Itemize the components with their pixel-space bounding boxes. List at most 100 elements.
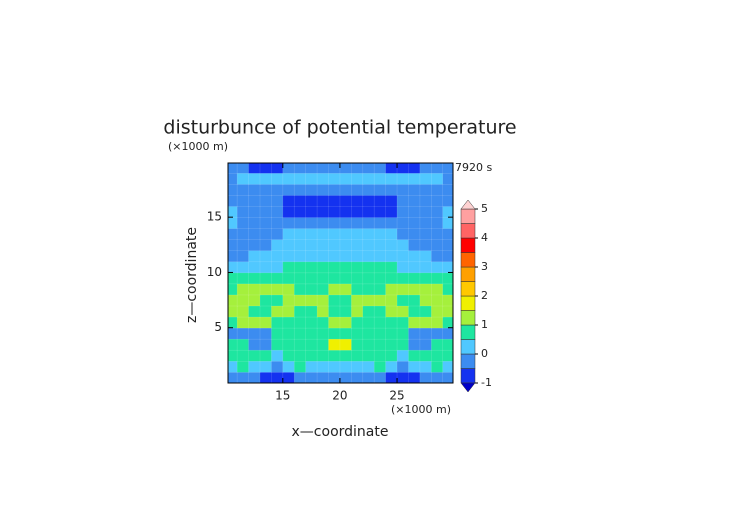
contour-cell <box>339 316 353 329</box>
colorbar-tick-label: -1 <box>481 376 492 389</box>
contour-cell <box>293 360 307 373</box>
contour-cell <box>248 349 261 362</box>
contour-cell <box>282 238 295 252</box>
contour-cell <box>248 316 261 329</box>
contour-cell <box>362 283 375 296</box>
contour-cell <box>339 283 353 296</box>
contour-cell <box>271 227 284 240</box>
contour-cell <box>271 371 284 383</box>
contour-cell <box>282 163 295 174</box>
contour-cell <box>248 261 261 274</box>
contour-cell <box>419 338 432 351</box>
plot-frame <box>227 162 454 384</box>
contour-cell <box>351 316 364 329</box>
contour-cell <box>339 371 353 383</box>
x-unit: (×1000 m) <box>391 403 451 416</box>
contour-cell <box>351 216 364 229</box>
contour-cell <box>259 183 273 196</box>
contour-cell <box>293 250 307 263</box>
contour-cell <box>362 205 375 218</box>
contour-cell <box>328 250 341 263</box>
colorbar-tick-label: 2 <box>481 289 488 302</box>
contour-cell <box>351 327 364 340</box>
contour-cell <box>316 205 330 218</box>
contour-cell <box>259 272 273 285</box>
contour-cell <box>271 327 284 340</box>
contour-cell <box>305 294 318 307</box>
contour-cell <box>373 238 387 252</box>
contour-cell <box>316 194 330 207</box>
contour-cell <box>293 349 307 362</box>
contour-cell <box>236 227 250 240</box>
contour-cell <box>328 327 341 340</box>
contour-cell <box>293 371 307 383</box>
contour-cell <box>430 305 444 318</box>
contour-cell <box>259 338 273 351</box>
contour-cell <box>228 227 238 240</box>
contour-cell <box>316 216 330 229</box>
contour-cell <box>351 360 364 373</box>
time-label: 7920 s <box>455 161 492 174</box>
contour-cell <box>228 294 238 307</box>
contour-cell <box>259 238 273 252</box>
contour-cell <box>328 283 341 296</box>
contour-cell <box>259 261 273 274</box>
contour-cell <box>419 227 432 240</box>
contour-cell <box>282 183 295 196</box>
contour-cell <box>408 216 421 229</box>
contour-cell <box>373 305 387 318</box>
contour-cell <box>430 261 444 274</box>
contour-cell <box>430 205 444 218</box>
contour-cell <box>236 261 250 274</box>
contour-cell <box>430 194 444 207</box>
contour-cell <box>248 294 261 307</box>
contour-cell <box>408 349 421 362</box>
contour-cell <box>248 194 261 207</box>
colorbar-band <box>460 295 476 311</box>
contour-cell <box>316 238 330 252</box>
contour-cell <box>271 360 284 373</box>
contour-cell <box>362 272 375 285</box>
contour-cell <box>339 305 353 318</box>
contour-cell <box>228 194 238 207</box>
contour-cell <box>408 172 421 185</box>
colorbar-tick-label: 3 <box>481 260 488 273</box>
contour-cell <box>419 205 432 218</box>
contour-cell <box>385 294 398 307</box>
contour-cell <box>362 261 375 274</box>
contour-cell <box>271 183 284 196</box>
contour-cell <box>385 349 398 362</box>
contour-cell <box>419 172 432 185</box>
contour-cell <box>339 216 353 229</box>
contour-cell <box>408 205 421 218</box>
contour-cell <box>362 316 375 329</box>
contour-cell <box>385 338 398 351</box>
contour-cell <box>271 294 284 307</box>
contour-cell <box>248 272 261 285</box>
contour-cell <box>305 371 318 383</box>
contour-cell <box>228 371 238 383</box>
contour-cell <box>396 205 410 218</box>
contour-cell <box>228 283 238 296</box>
contour-cell <box>228 272 238 285</box>
colorbar-tick-label: 5 <box>481 202 488 215</box>
contour-cell <box>248 172 261 185</box>
contour-cell <box>385 261 398 274</box>
contour-cell <box>271 283 284 296</box>
contour-cell <box>248 183 261 196</box>
contour-cell <box>385 327 398 340</box>
contour-cell <box>236 327 250 340</box>
contour-cell <box>271 172 284 185</box>
contour-cell <box>385 305 398 318</box>
contour-cell <box>316 261 330 274</box>
contour-cell <box>305 316 318 329</box>
contour-cell <box>373 371 387 383</box>
contour-cell <box>373 227 387 240</box>
y-unit: (×1000 m) <box>168 140 228 153</box>
contour-cell <box>328 194 341 207</box>
contour-cell <box>282 316 295 329</box>
contour-cell <box>293 205 307 218</box>
contour-cell <box>271 305 284 318</box>
contour-cell <box>339 360 353 373</box>
contour-cell <box>351 371 364 383</box>
